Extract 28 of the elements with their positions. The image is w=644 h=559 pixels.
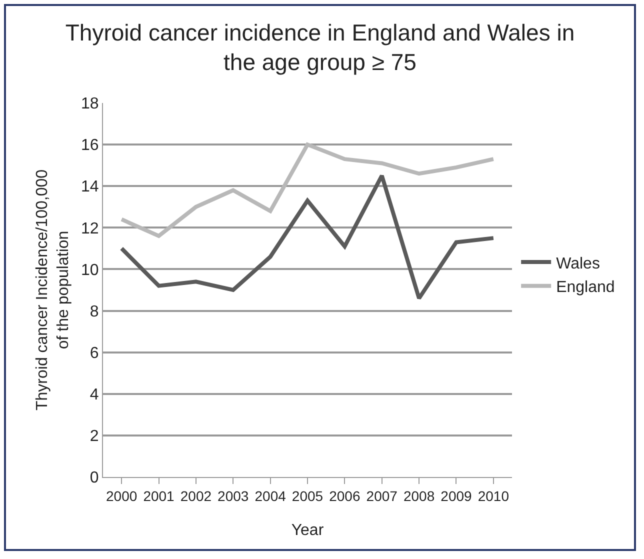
line-series: [120, 174, 496, 300]
y-tick-label: 12: [81, 220, 99, 238]
x-tick-label: 2009: [440, 488, 472, 504]
y-tick-label: 14: [81, 178, 99, 196]
x-axis-title: Year: [291, 522, 324, 539]
legend-label: Wales: [556, 255, 600, 272]
x-tick-label: 2006: [329, 488, 360, 504]
y-tick-label: 10: [81, 262, 99, 279]
y-tick-label: 6: [90, 344, 99, 362]
y-tick-label: 0: [90, 470, 99, 487]
legend-label: England: [556, 279, 615, 296]
x-tick-label: 2000: [106, 488, 138, 504]
y-axis-title: Thyroid cancer Incidence/100,000 of the population: [34, 169, 72, 411]
y-tick-label: 16: [81, 137, 99, 154]
x-tick-label: 2008: [403, 488, 435, 504]
x-tick-label: 2005: [292, 488, 324, 504]
chart-title: Thyroid cancer incidence in England and Wales in the age group ≥ 75: [65, 19, 575, 76]
x-tick-label: 2004: [254, 488, 286, 504]
x-tick-label: 2010: [478, 488, 510, 504]
x-tick-label: 2001: [143, 488, 175, 504]
x-tick-label: 2003: [218, 488, 249, 504]
y-tick-label: 18: [81, 96, 99, 113]
y-tick-label: 2: [90, 428, 99, 446]
line-series: [120, 142, 496, 238]
x-tick-label: 2002: [180, 488, 212, 504]
y-tick-label: 8: [90, 303, 99, 320]
y-tick-label: 4: [90, 386, 99, 404]
x-tick-label: 2007: [366, 488, 398, 504]
